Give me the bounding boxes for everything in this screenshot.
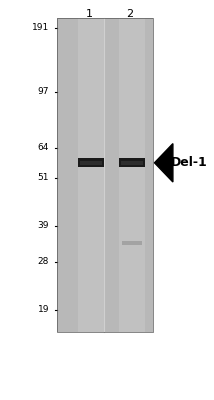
Text: 51: 51 bbox=[38, 174, 49, 182]
Text: 64: 64 bbox=[38, 144, 49, 152]
Bar bbox=[119, 18, 145, 332]
Polygon shape bbox=[155, 144, 173, 182]
Bar bbox=[78, 18, 104, 332]
Text: 28: 28 bbox=[38, 258, 49, 266]
Bar bbox=[80, 161, 102, 165]
Bar bbox=[78, 158, 104, 167]
Bar bbox=[119, 158, 145, 167]
Bar bbox=[57, 18, 153, 332]
Text: 19: 19 bbox=[38, 306, 49, 314]
Text: 97: 97 bbox=[38, 88, 49, 96]
Text: 39: 39 bbox=[38, 222, 49, 230]
Text: 1: 1 bbox=[86, 9, 92, 19]
Bar bbox=[57, 18, 153, 332]
Bar bbox=[122, 241, 142, 245]
Text: 191: 191 bbox=[32, 24, 49, 32]
Bar bbox=[121, 161, 143, 165]
Text: 2: 2 bbox=[126, 9, 134, 19]
Text: Del-1: Del-1 bbox=[171, 156, 208, 169]
